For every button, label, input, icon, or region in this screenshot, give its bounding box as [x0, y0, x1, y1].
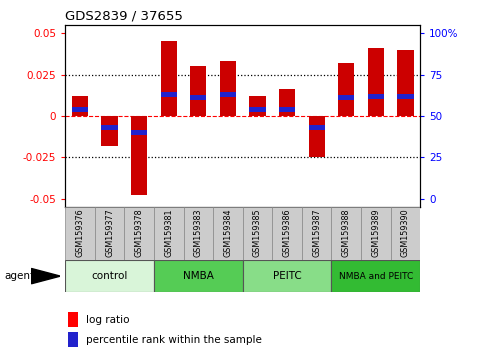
Bar [125, 207, 154, 260]
Text: GDS2839 / 37655: GDS2839 / 37655 [65, 9, 183, 22]
Bar [391, 207, 420, 260]
Text: GSM159378: GSM159378 [135, 209, 143, 257]
Bar [279, 90, 295, 116]
Text: agent: agent [5, 271, 35, 281]
Bar [72, 107, 88, 112]
Bar [249, 107, 266, 112]
Bar [220, 92, 236, 97]
Bar [68, 332, 78, 347]
Bar [361, 207, 391, 260]
Bar [154, 260, 243, 292]
Bar [309, 125, 325, 130]
Bar [190, 66, 206, 116]
Bar [131, 130, 147, 135]
Bar [302, 207, 331, 260]
Text: GSM159386: GSM159386 [283, 209, 292, 257]
Bar [368, 48, 384, 116]
Bar [272, 207, 302, 260]
Bar [309, 116, 325, 158]
Text: GSM159389: GSM159389 [371, 209, 380, 257]
Bar [242, 207, 272, 260]
Text: GSM159383: GSM159383 [194, 209, 203, 257]
Bar [338, 63, 355, 116]
Bar [161, 41, 177, 116]
Bar [65, 207, 95, 260]
Text: PEITC: PEITC [273, 271, 301, 281]
Polygon shape [31, 268, 60, 284]
Bar [101, 125, 118, 130]
Text: GSM159390: GSM159390 [401, 209, 410, 257]
Text: GSM159384: GSM159384 [224, 209, 232, 257]
Bar [184, 207, 213, 260]
Text: GSM159388: GSM159388 [342, 209, 351, 257]
Text: GSM159387: GSM159387 [312, 209, 321, 257]
Bar [331, 260, 420, 292]
Bar [242, 260, 331, 292]
Bar [331, 207, 361, 260]
Text: percentile rank within the sample: percentile rank within the sample [85, 335, 261, 345]
Bar [190, 95, 206, 100]
Bar [154, 207, 184, 260]
Bar [95, 207, 125, 260]
Bar [213, 207, 242, 260]
Text: NMBA: NMBA [183, 271, 214, 281]
Bar [338, 95, 355, 100]
Text: NMBA and PEITC: NMBA and PEITC [339, 272, 413, 281]
Bar [249, 96, 266, 116]
Bar [65, 260, 154, 292]
Bar [398, 50, 413, 116]
Bar [68, 312, 78, 327]
Bar [72, 96, 88, 116]
Bar [220, 61, 236, 116]
Bar [161, 92, 177, 97]
Bar [101, 116, 118, 146]
Bar [368, 93, 384, 98]
Bar [279, 107, 295, 112]
Text: log ratio: log ratio [85, 315, 129, 325]
Text: control: control [91, 271, 128, 281]
Bar [131, 116, 147, 195]
Text: GSM159385: GSM159385 [253, 209, 262, 257]
Text: GSM159377: GSM159377 [105, 209, 114, 257]
Text: GSM159376: GSM159376 [75, 209, 85, 257]
Bar [398, 93, 413, 98]
Text: GSM159381: GSM159381 [164, 209, 173, 257]
